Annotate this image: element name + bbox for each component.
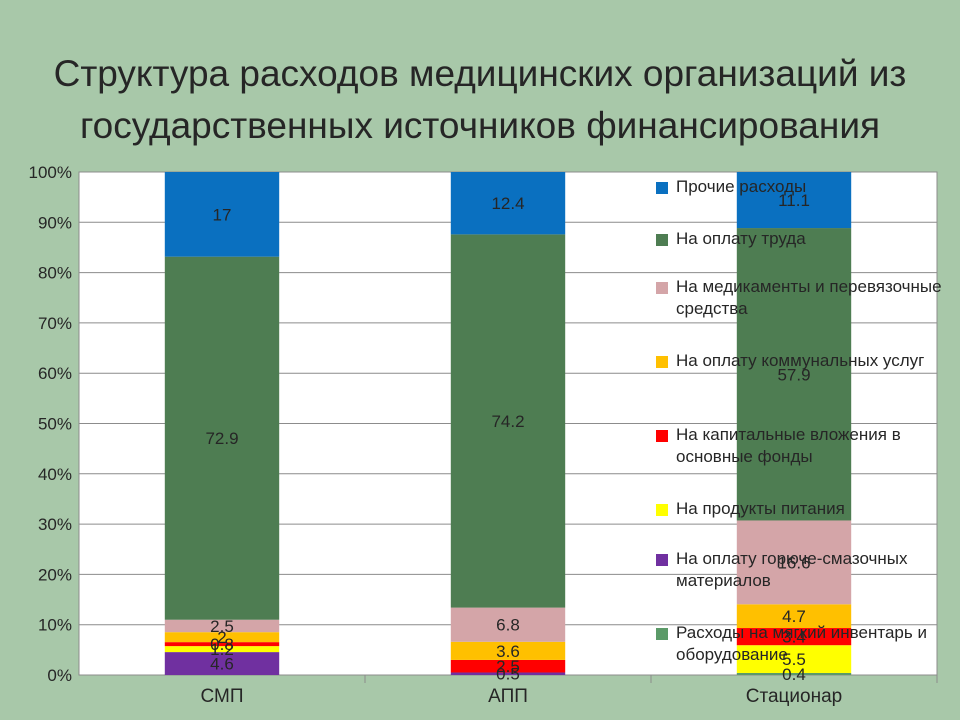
data-labels: 4.61.20.822.572.9170.52.53.66.874.212.40… [205, 191, 810, 684]
bar-segment [736, 604, 852, 629]
y-tick-label: 70% [38, 314, 72, 333]
bar-segment [736, 672, 852, 675]
data-label: 0.4 [782, 665, 806, 684]
legend-item: Прочие расходы [656, 176, 946, 198]
legend-swatch [656, 282, 668, 294]
bar-segment [450, 234, 566, 608]
bar-segment [164, 172, 280, 257]
x-tick-label: СМП [201, 686, 244, 707]
y-tick-label: 80% [38, 264, 72, 283]
bar-segment [164, 642, 280, 647]
data-label: 57.9 [777, 365, 810, 384]
y-tick-label: 100% [29, 163, 72, 182]
x-axis-tick-labels: СМП АПП Стационар [201, 686, 843, 707]
data-label: 16.6 [777, 553, 810, 572]
data-label: 2 [217, 628, 226, 647]
legend-item: На оплату коммунальных услуг [656, 350, 946, 372]
legend-item: На оплату труда [656, 228, 946, 250]
x-tick-label: Стационар [746, 686, 842, 707]
bar-segment [450, 172, 566, 235]
bar-segment [164, 632, 280, 643]
bar-segment [450, 641, 566, 660]
legend-swatch [656, 554, 668, 566]
data-label: 3.4 [782, 628, 806, 647]
legend-label: На медикаменты и перевязочные средства [676, 277, 942, 318]
bar-segment [164, 652, 280, 675]
data-label: 6.8 [496, 616, 520, 635]
y-tick-label: 0% [47, 666, 72, 685]
legend-label: На оплату коммунальных услуг [676, 351, 925, 370]
legend-swatch [656, 234, 668, 246]
bars [164, 172, 852, 675]
slide-title: Структура расходов медицинских организац… [53, 53, 907, 146]
y-tick-label: 10% [38, 616, 72, 635]
legend-label: Расходы на мягкий инвентарь и оборудован… [676, 623, 927, 664]
y-tick-label: 60% [38, 364, 72, 383]
legend-item: На продукты питания [656, 498, 946, 520]
bar-segment [164, 646, 280, 653]
y-axis-tick-labels: 0% 10% 20% 30% 40% 50% 60% 70% 80% 90% 100% [29, 163, 72, 685]
data-label: 0.5 [496, 665, 520, 684]
legend-item: На оплату горюче-смазочных материалов [656, 548, 946, 592]
data-label: 0.8 [210, 635, 234, 654]
data-label: 17 [213, 205, 232, 224]
legend-swatch [656, 628, 668, 640]
data-label: 4.6 [210, 655, 234, 674]
data-label: 74.2 [491, 412, 524, 431]
data-label: 4.7 [782, 607, 806, 626]
bar-segment [450, 659, 566, 673]
bar-segment [736, 172, 852, 229]
bar-segment [736, 628, 852, 646]
legend-swatch [656, 504, 668, 516]
y-tick-label: 40% [38, 465, 72, 484]
bar-segment [736, 228, 852, 521]
bar-segment [450, 607, 566, 642]
legend-label: На продукты питания [676, 499, 845, 518]
data-label: 72.9 [205, 429, 238, 448]
legend-swatch [656, 356, 668, 368]
legend-label: На капитальные вложения в основные фонды [676, 425, 901, 466]
y-tick-label: 90% [38, 213, 72, 232]
legend-label: На оплату горюче-смазочных материалов [676, 549, 908, 590]
legend-item: На медикаменты и перевязочные средства [656, 276, 946, 320]
bar-segment [450, 672, 566, 675]
y-tick-label: 50% [38, 415, 72, 434]
legend-item: Расходы на мягкий инвентарь и оборудован… [656, 622, 946, 666]
data-label: 1.2 [210, 640, 234, 659]
y-tick-label: 20% [38, 565, 72, 584]
data-label: 5.5 [782, 650, 806, 669]
data-label: 12.4 [491, 194, 524, 213]
legend-label: На оплату труда [676, 229, 806, 248]
legend-item: На капитальные вложения в основные фонды [656, 424, 946, 468]
data-label: 2.5 [496, 657, 520, 676]
y-tick-label: 30% [38, 515, 72, 534]
data-label: 2.5 [210, 617, 234, 636]
bar-segment [736, 645, 852, 673]
legend-swatch [656, 182, 668, 194]
legend-swatch [656, 430, 668, 442]
bar-segment [164, 256, 280, 620]
legend-label: Прочие расходы [676, 177, 807, 196]
data-label: 11.1 [778, 191, 810, 210]
bar-segment [164, 619, 280, 633]
data-label: 3.6 [496, 642, 520, 661]
x-tick-label: АПП [488, 686, 528, 707]
bar-segment [736, 520, 852, 605]
